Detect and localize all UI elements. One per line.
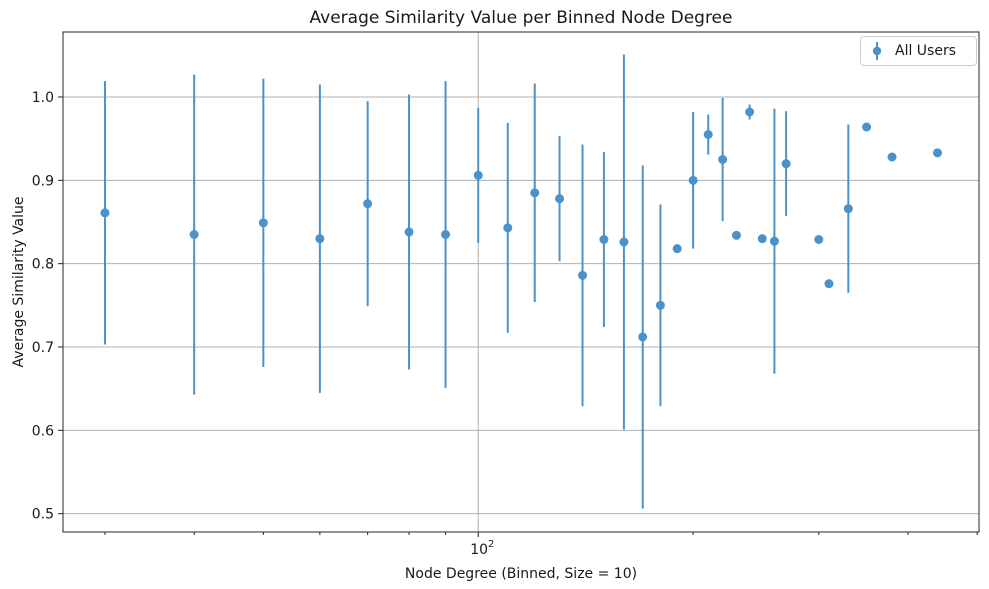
y-tick-label: 0.6 [32,423,54,439]
data-point-marker [731,230,741,240]
chart-title: Average Similarity Value per Binned Node… [309,8,733,28]
data-point-marker [887,152,897,162]
data-point-marker [189,230,199,239]
x-axis-label: Node Degree (Binned, Size = 10) [404,566,638,582]
x-tick-label: 102 [470,539,494,558]
y-tick-label: 0.9 [32,173,54,189]
legend: All Users [860,36,977,66]
y-axis-label: Average Similarity Value [11,196,27,368]
data-point-marker [530,188,540,198]
data-point-marker [258,218,268,228]
data-point-marker [619,237,629,247]
data-point-marker [404,227,414,237]
data-point-marker [745,107,755,117]
y-tick-label: 0.5 [32,507,54,523]
data-point-marker [363,199,373,209]
data-point-marker [578,270,588,280]
data-point-marker [843,204,853,214]
data-point-marker [862,122,872,132]
plot-border [62,31,980,533]
legend-label: All Users [895,43,957,59]
data-point-marker [769,236,779,246]
data-point-marker [441,230,451,239]
data-point-marker [655,300,665,310]
data-point-marker [672,244,682,254]
data-point-marker [315,234,325,244]
data-point-marker [503,223,513,233]
data-point-marker [100,208,110,218]
y-tick-label: 0.8 [32,257,54,273]
data-point-marker [757,234,767,244]
errorbar-legend-marker-icon [872,42,882,60]
y-tick-label: 1.0 [32,90,54,106]
data-point-marker [473,170,483,180]
data-point-marker [933,148,943,158]
data-point-marker [555,194,565,204]
data-point-marker [703,130,713,139]
data-point-marker [824,279,834,289]
data-point-marker [599,235,609,244]
data-point-marker [718,155,728,164]
data-point-marker [638,332,648,342]
data-point-marker [688,175,698,185]
y-tick-label: 0.7 [32,340,54,356]
data-point-marker [781,159,791,169]
data-point-marker [814,235,824,244]
